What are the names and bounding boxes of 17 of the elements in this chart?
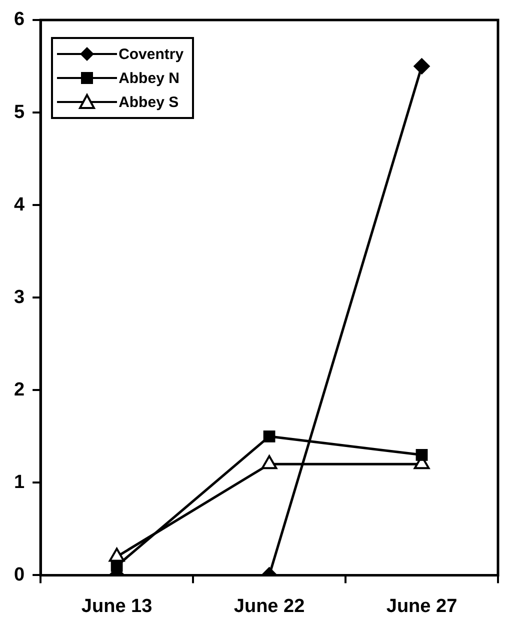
y-tick-label: 2 bbox=[14, 379, 25, 400]
point bbox=[416, 448, 428, 461]
point bbox=[263, 430, 276, 442]
x-tick-label: June 27 bbox=[386, 596, 458, 617]
point bbox=[261, 455, 278, 470]
y-tick-label: 4 bbox=[14, 194, 25, 216]
legend-label: Coventry bbox=[118, 46, 184, 62]
x-tick-label: June 13 bbox=[81, 596, 152, 617]
y-tick-label: 3 bbox=[14, 286, 25, 308]
legend-label: Abbey N bbox=[118, 70, 180, 86]
y-tick-label: 0 bbox=[14, 564, 25, 586]
y-tick-label: 5 bbox=[14, 102, 25, 123]
legend-label: Abbey S bbox=[118, 94, 179, 110]
y-tick-label: 1 bbox=[14, 472, 25, 493]
y-tick-label: 6 bbox=[14, 9, 25, 30]
x-tick-label: June 22 bbox=[234, 596, 305, 617]
point bbox=[414, 58, 430, 74]
